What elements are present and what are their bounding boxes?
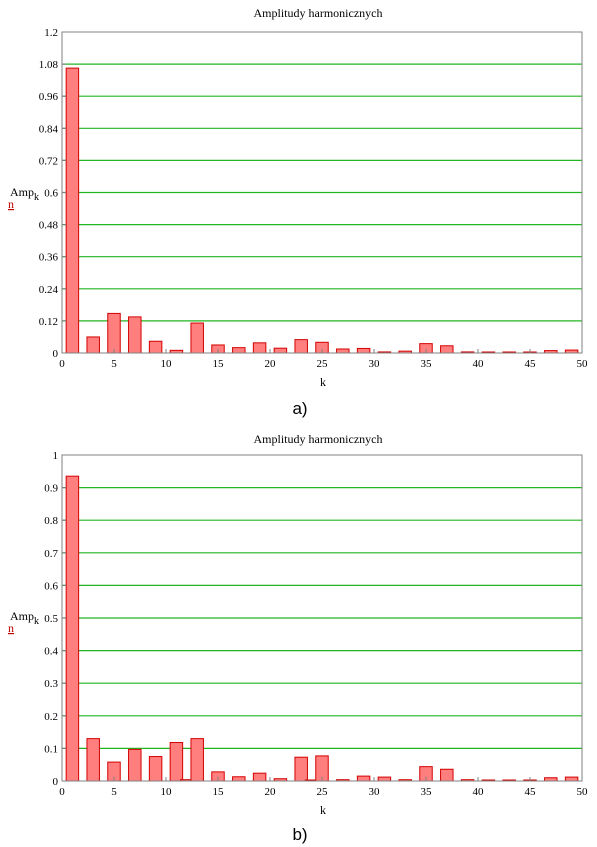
bar — [440, 768, 454, 782]
bar — [148, 340, 163, 354]
chart-a-title: Amplitudy harmonicznych — [254, 6, 383, 20]
y-tick-label: 0.12 — [39, 316, 58, 328]
x-tick-label: 50 — [577, 786, 589, 798]
bar — [294, 756, 308, 782]
y-tick-label: 0.6 — [44, 580, 58, 592]
bar — [86, 336, 100, 354]
y-tick-label: 0.3 — [44, 678, 58, 690]
y-tick-label: 0.6 — [44, 188, 58, 200]
bar — [107, 312, 121, 354]
chart-a-gridlines — [62, 63, 582, 322]
y-tick-label: 0 — [53, 776, 59, 788]
x-tick-label: 40 — [473, 786, 485, 798]
x-tick-label: 10 — [161, 786, 173, 798]
x-tick-label: 50 — [577, 358, 589, 370]
chart-b-title: Amplitudy harmonicznych — [254, 432, 383, 446]
bar — [377, 776, 392, 782]
x-tick-label: 30 — [369, 358, 381, 370]
chart-a-xlabel: k — [320, 375, 326, 389]
y-tick-label: 0.1 — [44, 743, 58, 755]
chart-a-y-ticks: 0 0.12 0.24 0.36 0.48 0.6 0.72 0.84 0.96 1.08 1.2 — [39, 27, 66, 360]
x-tick-label: 20 — [265, 786, 277, 798]
chart-b-ylabel: Ampk — [10, 609, 39, 627]
bar — [336, 348, 350, 354]
x-tick-label: 20 — [265, 358, 277, 370]
x-tick-label: 35 — [421, 786, 433, 798]
bar — [190, 738, 204, 782]
y-tick-label: 0.36 — [39, 252, 59, 264]
x-tick-label: 15 — [213, 358, 225, 370]
chart-b-bars — [65, 475, 579, 782]
x-tick-label: 35 — [421, 358, 433, 370]
y-tick-label: 0 — [53, 348, 59, 360]
x-tick-label: 0 — [59, 358, 65, 370]
bar — [232, 347, 246, 354]
y-tick-label: 0.5 — [44, 613, 58, 625]
chart-b-ylabel-subscript: n — [8, 621, 14, 635]
bar — [294, 339, 308, 354]
chart-b: Amplitudy harmonicznych 0 0.1 0.2 0.3 0.4 0.5… — [8, 432, 588, 844]
y-tick-label: 0.4 — [44, 646, 58, 658]
x-tick-label: 5 — [111, 358, 117, 370]
chart-b-y-ticks: 0 0.1 0.2 0.3 0.4 0.5 0.6 0.7 0.8 0.9 1 — [44, 450, 66, 788]
bar — [232, 776, 246, 782]
y-tick-label: 1 — [53, 450, 59, 462]
x-tick-label: 0 — [59, 786, 65, 798]
chart-a-bars — [65, 67, 579, 354]
x-tick-label: 5 — [111, 786, 117, 798]
x-tick-label: 45 — [525, 358, 537, 370]
chart-a-caption: a) — [292, 399, 307, 418]
y-tick-label: 0.72 — [39, 155, 58, 167]
bar — [65, 475, 80, 782]
x-tick-label: 30 — [369, 786, 381, 798]
chart-b-gridlines — [62, 487, 582, 750]
bar — [252, 772, 267, 782]
bar — [86, 738, 100, 782]
chart-b-x-ticks: 0 5 10 15 20 25 30 35 40 45 50 — [59, 777, 588, 798]
chart-a-x-ticks: 0 5 10 15 20 25 30 35 40 45 50 — [59, 349, 588, 370]
bar — [148, 756, 163, 782]
chart-a-ylabel-subscript: n — [8, 197, 14, 211]
bar — [128, 748, 142, 782]
y-tick-label: 1.08 — [39, 59, 59, 71]
x-tick-label: 15 — [213, 786, 225, 798]
bar — [65, 67, 80, 354]
bar — [440, 345, 454, 354]
bar — [273, 347, 288, 354]
chart-b-xlabel: k — [320, 803, 326, 817]
x-tick-label: 25 — [317, 358, 329, 370]
x-tick-label: 40 — [473, 358, 485, 370]
y-tick-label: 0.84 — [39, 123, 59, 135]
bar — [169, 742, 184, 782]
y-tick-label: 0.8 — [44, 515, 58, 527]
x-tick-label: 45 — [525, 786, 537, 798]
bar — [356, 775, 371, 782]
x-tick-label: 10 — [161, 358, 173, 370]
x-tick-label: 25 — [317, 786, 329, 798]
y-tick-label: 0.9 — [44, 483, 58, 495]
y-tick-label: 0.24 — [39, 284, 59, 296]
y-tick-label: 0.48 — [39, 220, 59, 232]
bar — [252, 342, 267, 354]
y-tick-label: 0.96 — [39, 91, 59, 103]
y-tick-label: 0.2 — [44, 711, 58, 723]
bar — [356, 347, 371, 354]
chart-a: Amplitudy harmonicznych 0 0.12 0.24 0.36 0.4… — [8, 6, 588, 418]
chart-a-ylabel: Ampk — [10, 185, 39, 203]
bar — [190, 322, 204, 354]
bar — [128, 316, 142, 354]
chart-b-caption: b) — [292, 825, 307, 844]
y-tick-label: 1.2 — [44, 27, 58, 39]
bar — [564, 776, 579, 782]
y-tick-label: 0.7 — [44, 548, 58, 560]
